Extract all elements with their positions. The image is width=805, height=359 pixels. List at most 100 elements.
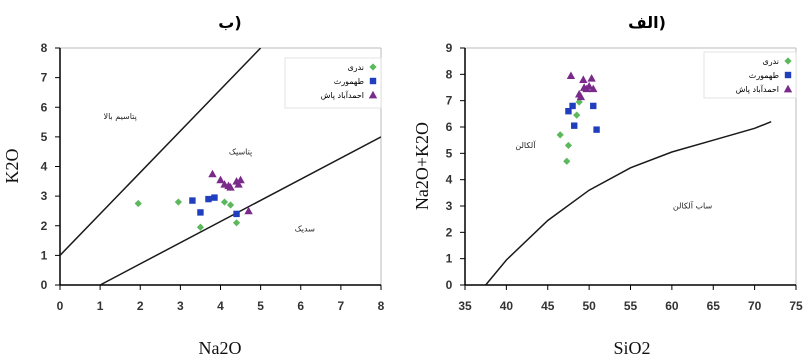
y-tick-label: 9 <box>446 41 453 55</box>
x-tick-label: 7 <box>338 299 345 313</box>
y-tick-label: 1 <box>446 252 453 266</box>
right-x-axis-label: SiO2 <box>613 338 650 358</box>
x-tick-label: 6 <box>297 299 304 313</box>
legend-label: طهمورث <box>749 71 779 80</box>
series-2 <box>566 71 598 101</box>
left-legend: ندری طهمورث احمدآباد پاش <box>284 57 382 109</box>
legend-marker <box>369 77 377 85</box>
left-chart-title: ب) <box>218 13 241 32</box>
data-point <box>234 180 243 188</box>
left-chart-panel: ب) 0 1 2 3 4 5 6 7 8 0 1 2 3 4 5 6 7 8 Na2O K2O پتاسیم بالا پت… <box>2 13 385 358</box>
y-tick-label: 8 <box>446 67 453 81</box>
data-point <box>589 84 598 93</box>
x-tick-label: 55 <box>624 299 638 313</box>
x-tick-label: 8 <box>378 299 385 313</box>
legend-marker <box>783 84 793 93</box>
lower-line <box>99 136 381 285</box>
region-label: ساب آلکالن <box>673 201 713 211</box>
y-tick-label: 7 <box>41 71 48 85</box>
x-tick-label: 40 <box>500 299 514 313</box>
legend-marker <box>368 90 378 99</box>
legend-marker <box>784 57 792 65</box>
y-tick-label: 6 <box>446 120 453 134</box>
series-2 <box>208 169 253 215</box>
data-point <box>565 108 572 115</box>
y-tick-label: 8 <box>41 41 48 55</box>
x-tick-label: 70 <box>748 299 762 313</box>
series-0 <box>556 98 583 165</box>
legend-label: ندری <box>762 57 779 66</box>
x-tick-label: 0 <box>57 299 64 313</box>
data-point <box>197 209 204 216</box>
series-0 <box>134 198 241 231</box>
y-tick-label: 5 <box>446 146 453 160</box>
legend-label: ندری <box>347 63 364 72</box>
series-1 <box>189 194 240 218</box>
legend-label: احمدآباد پاش <box>321 90 364 100</box>
legend-label: احمدآباد پاش <box>736 84 779 94</box>
data-point <box>208 169 217 178</box>
data-point <box>593 126 600 133</box>
data-point <box>576 92 586 101</box>
data-point <box>189 197 196 204</box>
y-tick-label: 2 <box>446 225 453 239</box>
data-point <box>571 122 578 129</box>
x-tick-label: 65 <box>707 299 721 313</box>
data-point <box>590 102 597 110</box>
y-tick-label: 0 <box>41 278 48 292</box>
right-y-axis-label: Na2O+K2O <box>412 122 432 210</box>
x-tick-label: 60 <box>665 299 679 313</box>
data-point <box>236 175 245 184</box>
data-point <box>196 223 205 231</box>
x-tick-label: 50 <box>582 299 596 313</box>
region-label: پتاسیک <box>229 148 252 157</box>
data-point <box>226 183 235 191</box>
region-label: پتاسیم بالا <box>104 112 137 121</box>
y-tick-label: 3 <box>446 199 453 213</box>
data-point <box>174 198 182 206</box>
legend-box <box>284 57 382 109</box>
region-label: سدیک <box>295 225 316 234</box>
data-point <box>220 198 229 206</box>
y-tick-label: 0 <box>446 278 453 292</box>
y-tick-label: 4 <box>41 160 48 174</box>
data-point <box>563 157 571 165</box>
left-y-axis-label: K2O <box>2 149 22 184</box>
right-chart-title: الف) <box>628 13 666 32</box>
x-tick-label: 75 <box>789 299 803 313</box>
series-1 <box>565 102 600 133</box>
y-tick-label: 3 <box>41 189 48 203</box>
region-label: آلکالن <box>515 140 536 150</box>
alkaline-subalkaline-curve <box>485 121 772 285</box>
y-tick-label: 1 <box>41 248 48 262</box>
legend-marker <box>784 71 792 79</box>
data-point <box>566 71 576 80</box>
data-point <box>575 98 583 106</box>
legend-label: طهمورث <box>334 77 364 86</box>
right-legend: ندری طهمورث احمدآباد پاش <box>703 51 797 99</box>
data-point <box>216 175 225 184</box>
y-tick-label: 2 <box>41 219 48 233</box>
y-tick-label: 6 <box>41 100 48 114</box>
y-tick-label: 5 <box>41 130 48 144</box>
data-point <box>134 199 142 208</box>
data-point <box>579 75 588 83</box>
x-tick-label: 35 <box>458 299 472 313</box>
x-tick-label: 4 <box>217 299 224 313</box>
left-x-axis-label: Na2O <box>199 338 242 358</box>
data-point <box>564 141 573 150</box>
legend-box <box>703 51 797 99</box>
y-tick-label: 4 <box>446 173 453 187</box>
data-point <box>569 102 576 110</box>
x-tick-label: 5 <box>257 299 264 313</box>
legend-marker <box>369 63 377 71</box>
x-tick-label: 1 <box>97 299 104 313</box>
data-point <box>573 111 581 119</box>
data-point <box>244 206 253 215</box>
data-point <box>205 195 212 203</box>
data-point <box>233 210 240 218</box>
data-point <box>226 201 235 209</box>
data-point <box>587 74 596 82</box>
